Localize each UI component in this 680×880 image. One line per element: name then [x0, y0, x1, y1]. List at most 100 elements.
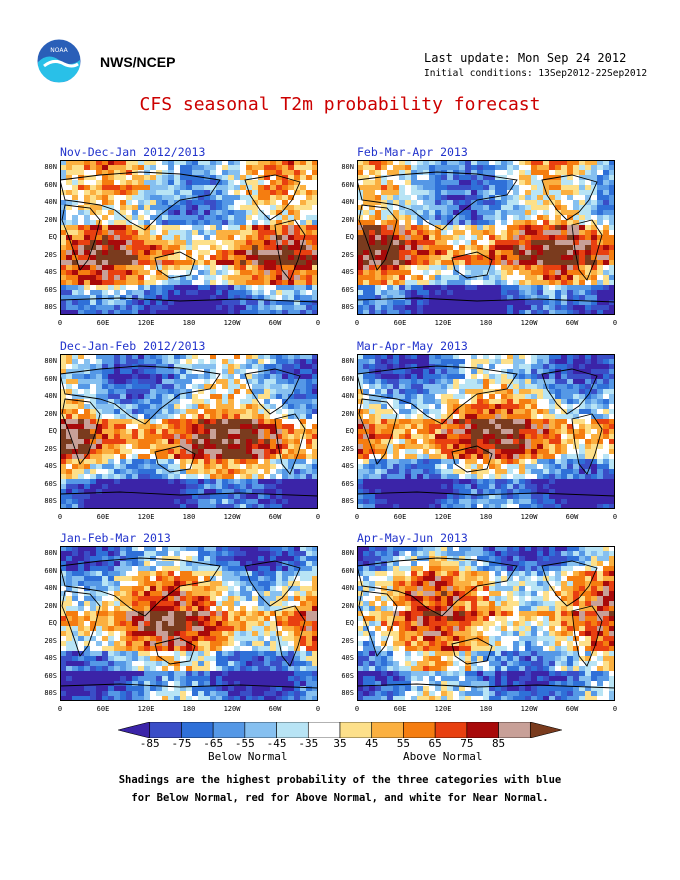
probability-cell: [375, 280, 381, 285]
probability-cell: [573, 185, 579, 190]
probability-cell: [78, 190, 84, 195]
probability-cell: [162, 295, 168, 300]
probability-cell: [168, 305, 174, 310]
probability-cell: [138, 255, 144, 260]
probability-cell: [180, 399, 186, 404]
probability-cell: [507, 180, 513, 185]
probability-cell: [288, 270, 294, 275]
probability-cell: [102, 255, 108, 260]
probability-cell: [216, 215, 222, 220]
probability-cell: [222, 379, 228, 384]
probability-cell: [399, 265, 405, 270]
probability-cell: [609, 399, 615, 404]
probability-cell: [567, 205, 573, 210]
probability-cell: [501, 419, 507, 424]
probability-cell: [306, 444, 312, 449]
probability-cell: [282, 260, 288, 265]
probability-cell: [204, 205, 210, 210]
probability-cell: [216, 250, 222, 255]
probability-cell: [78, 275, 84, 280]
probability-cell: [240, 479, 246, 484]
probability-cell: [114, 504, 120, 509]
probability-cell: [369, 369, 375, 374]
probability-cell: [90, 300, 96, 305]
probability-cell: [453, 205, 459, 210]
probability-cell: [270, 359, 276, 364]
probability-cell: [234, 235, 240, 240]
probability-cell: [66, 444, 72, 449]
probability-cell: [114, 449, 120, 454]
probability-cell: [282, 285, 288, 290]
probability-cell: [405, 165, 411, 170]
probability-cell: [555, 444, 561, 449]
probability-cell: [156, 459, 162, 464]
probability-cell: [270, 489, 276, 494]
probability-cell: [555, 300, 561, 305]
probability-cell: [483, 215, 489, 220]
probability-cell: [603, 399, 609, 404]
probability-cell: [531, 250, 537, 255]
probability-cell: [399, 379, 405, 384]
probability-cell: [513, 245, 519, 250]
probability-cell: [591, 439, 597, 444]
probability-cell: [114, 469, 120, 474]
probability-cell: [258, 225, 264, 230]
probability-cell: [192, 399, 198, 404]
probability-cell: [543, 379, 549, 384]
probability-cell: [90, 384, 96, 389]
probability-cell: [204, 474, 210, 479]
probability-cell: [150, 399, 156, 404]
probability-cell: [363, 280, 369, 285]
probability-cell: [150, 290, 156, 295]
probability-cell: [162, 354, 168, 359]
probability-cell: [459, 230, 465, 235]
probability-cell: [132, 479, 138, 484]
probability-cell: [114, 265, 120, 270]
probability-cell: [561, 394, 567, 399]
probability-cell: [282, 300, 288, 305]
probability-cell: [252, 165, 258, 170]
probability-cell: [204, 379, 210, 384]
probability-cell: [198, 379, 204, 384]
probability-cell: [489, 424, 495, 429]
probability-cell: [300, 190, 306, 195]
probability-cell: [96, 479, 102, 484]
probability-cell: [555, 394, 561, 399]
probability-cell: [168, 165, 174, 170]
probability-cell: [162, 220, 168, 225]
probability-cell: [78, 165, 84, 170]
probability-cell: [282, 180, 288, 185]
probability-cell: [501, 394, 507, 399]
probability-cell: [84, 165, 90, 170]
probability-cell: [483, 414, 489, 419]
probability-cell: [465, 414, 471, 419]
probability-cell: [240, 484, 246, 489]
probability-cell: [204, 464, 210, 469]
probability-cell: [84, 190, 90, 195]
probability-cell: [300, 474, 306, 479]
probability-cell: [543, 180, 549, 185]
probability-cell: [210, 305, 216, 310]
probability-cell: [591, 409, 597, 414]
probability-cell: [66, 165, 72, 170]
probability-cell: [381, 409, 387, 414]
probability-cell: [192, 275, 198, 280]
probability-cell: [234, 255, 240, 260]
probability-cell: [132, 429, 138, 434]
probability-cell: [609, 419, 615, 424]
probability-cell: [150, 384, 156, 389]
probability-cell: [156, 454, 162, 459]
probability-cell: [381, 295, 387, 300]
probability-cell: [525, 165, 531, 170]
probability-cell: [78, 285, 84, 290]
probability-cell: [156, 165, 162, 170]
probability-cell: [282, 474, 288, 479]
probability-cell: [603, 270, 609, 275]
probability-cell: [84, 354, 90, 359]
probability-cell: [90, 399, 96, 404]
probability-cell: [138, 230, 144, 235]
probability-cell: [84, 275, 90, 280]
probability-cell: [585, 404, 591, 409]
probability-cell: [519, 200, 525, 205]
probability-cell: [222, 494, 228, 499]
